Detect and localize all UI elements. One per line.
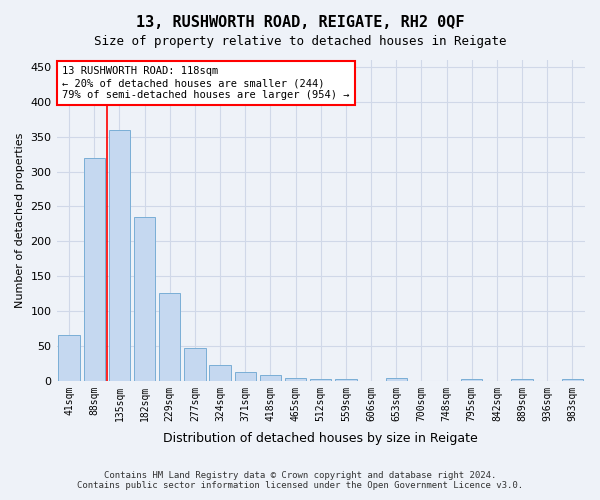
Text: Size of property relative to detached houses in Reigate: Size of property relative to detached ho… xyxy=(94,35,506,48)
Bar xyxy=(134,217,155,381)
Bar xyxy=(109,130,130,381)
Bar xyxy=(310,380,331,381)
Bar xyxy=(235,372,256,381)
Bar xyxy=(184,348,206,381)
Bar xyxy=(511,378,533,381)
Text: 13, RUSHWORTH ROAD, REIGATE, RH2 0QF: 13, RUSHWORTH ROAD, REIGATE, RH2 0QF xyxy=(136,15,464,30)
Y-axis label: Number of detached properties: Number of detached properties xyxy=(15,132,25,308)
Bar xyxy=(209,364,231,381)
Bar xyxy=(58,336,80,381)
Bar xyxy=(83,158,105,381)
Text: 13 RUSHWORTH ROAD: 118sqm
← 20% of detached houses are smaller (244)
79% of semi: 13 RUSHWORTH ROAD: 118sqm ← 20% of detac… xyxy=(62,66,349,100)
Bar xyxy=(159,293,181,381)
Text: Contains HM Land Registry data © Crown copyright and database right 2024.
Contai: Contains HM Land Registry data © Crown c… xyxy=(77,470,523,490)
Bar xyxy=(562,378,583,381)
Bar xyxy=(260,375,281,381)
Bar xyxy=(461,378,482,381)
Bar xyxy=(386,378,407,381)
Bar xyxy=(335,380,356,381)
X-axis label: Distribution of detached houses by size in Reigate: Distribution of detached houses by size … xyxy=(163,432,478,445)
Bar xyxy=(285,378,307,381)
